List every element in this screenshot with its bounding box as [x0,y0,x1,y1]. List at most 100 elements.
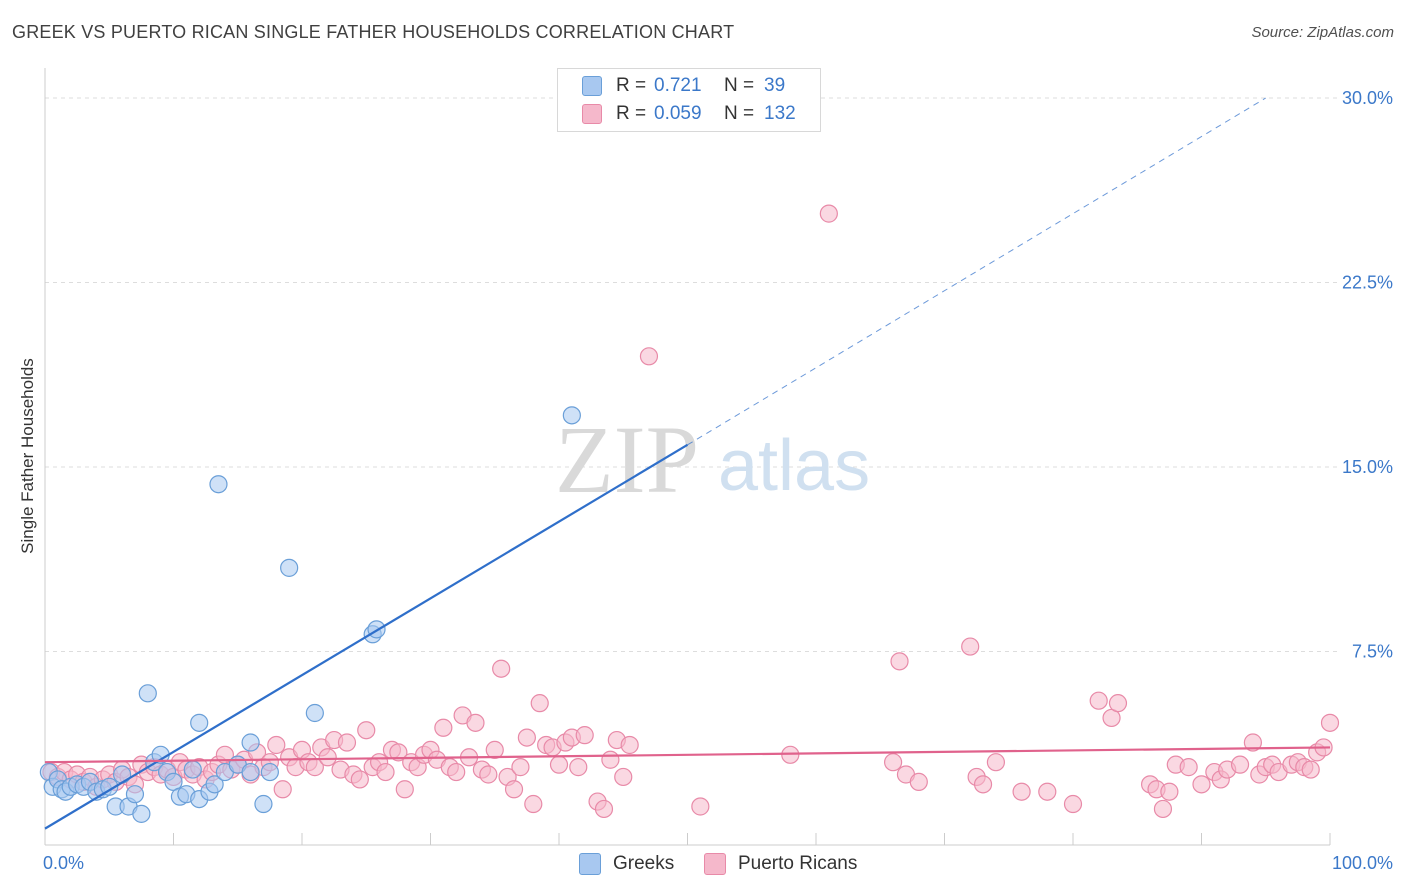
puerto-ricans-point [318,748,337,767]
y-tick-label: 7.5% [1352,642,1393,662]
n-value: 39 [764,75,786,96]
puerto-ricans-point [504,780,524,799]
puerto-ricans-point [781,745,800,764]
greeks-point [280,558,299,577]
puerto-ricans-legend-swatch [704,853,726,875]
greeks-points [39,406,581,823]
greeks-point [241,733,260,752]
trend-lines [44,97,1331,830]
stats-legend: R = 0.721 N = 39 R = 0.059 N = 132 [557,68,821,132]
greeks-point [260,762,279,782]
puerto-ricans-point [511,758,530,777]
puerto-ricans-point [337,733,357,752]
y-tick-label: 22.5% [1342,273,1393,293]
gridlines [45,97,1340,652]
greeks-point [209,475,228,494]
puerto-ricans-point [492,659,511,678]
puerto-ricans-point [1108,694,1128,713]
puerto-ricans-trend-line [44,746,1331,764]
puerto-ricans-point [961,637,980,656]
greeks-trend-line [44,443,689,830]
greeks-point [305,703,324,723]
puerto-ricans-point [1089,691,1108,710]
r-value: 0.721 [654,75,702,96]
greeks-point [183,760,202,779]
puerto-ricans-point [575,726,594,745]
x-tick-label: 0.0% [43,853,84,873]
greeks-trend-extension [687,97,1267,446]
puerto-ricans-point [1012,782,1031,801]
puerto-ricans-point [1301,760,1320,779]
puerto-ricans-point [267,735,286,755]
n-value: 132 [764,103,796,124]
puerto-ricans-point [614,767,633,787]
greeks-legend-label: Greeks [613,853,675,874]
puerto-ricans-point [639,347,659,366]
greeks-point [112,765,132,784]
source-label[interactable]: Source: ZipAtlas.com [1251,24,1394,41]
puerto-ricans-point [986,753,1006,772]
y-tick-label: 30.0% [1342,88,1393,108]
greeks-point [254,794,273,814]
puerto-ricans-point [1230,755,1250,774]
puerto-ricans-point [479,765,498,784]
puerto-ricans-point [350,770,369,789]
n-label: N = [724,103,755,124]
puerto-ricans-point [434,718,453,737]
greeks-point [241,762,260,782]
watermark-atlas: atlas [718,426,870,506]
puerto-ricans-point [549,755,569,774]
puerto-ricans-point [691,797,710,816]
bottom-legend-greeks[interactable]: Greeks [579,852,674,876]
puerto-ricans-point [594,799,614,819]
puerto-ricans-point [973,775,993,794]
puerto-ricans-point [601,750,620,769]
y-tick-label: 15.0% [1342,457,1393,477]
bottom-legend-puerto-ricans[interactable]: Puerto Ricans [704,852,857,876]
watermark-zip: ZIP [555,406,699,513]
watermark: ZIP atlas [555,406,870,513]
puerto-ricans-point [466,713,485,732]
puerto-ricans-point [357,721,376,740]
tick-labels: 7.5% 15.0% 22.5% 30.0% 0.0% 100.0% [43,88,1393,873]
puerto-ricans-point [1160,782,1179,801]
puerto-ricans-point [1038,782,1057,801]
puerto-ricans-point [524,794,543,814]
greeks-legend-swatch [579,853,601,875]
r-value: 0.059 [654,103,702,124]
axes [44,68,1331,846]
n-label: N = [724,75,755,96]
puerto-ricans-point [517,728,536,747]
greeks-point [132,804,151,823]
chart-title: GREEK VS PUERTO RICAN SINGLE FATHER HOUS… [12,22,735,42]
puerto-ricans-point [485,740,504,760]
puerto-ricans-point [395,780,414,799]
legend-row-greeks: R = 0.721 N = 39 [582,73,785,99]
puerto-ricans-point [909,772,928,791]
r-label: R = [616,103,647,124]
puerto-ricans-point [819,204,838,223]
legend-row-puerto-ricans: R = 0.059 N = 132 [582,101,796,127]
greeks-point [125,785,145,804]
puerto-ricans-point [1192,775,1211,794]
puerto-ricans-point [890,652,909,671]
puerto-ricans-point [1153,799,1173,819]
puerto-ricans-point [1179,758,1198,777]
greeks-point [100,777,119,796]
puerto-ricans-point [1243,733,1263,752]
puerto-ricans-legend-label: Puerto Ricans [738,853,858,874]
greeks-point [190,713,209,732]
r-label: R = [616,75,647,96]
puerto-ricans-point [273,780,292,799]
x-tick-label: 100.0% [1332,853,1393,873]
greeks-point [562,406,581,425]
greeks-swatch [582,76,602,96]
puerto-ricans-point [389,743,408,762]
puerto-ricans-point [1320,713,1340,732]
puerto-ricans-point [620,735,639,755]
puerto-ricans-point [569,758,588,777]
puerto-ricans-point [883,753,903,772]
puerto-ricans-swatch [582,104,602,124]
puerto-ricans-point [1063,794,1083,814]
